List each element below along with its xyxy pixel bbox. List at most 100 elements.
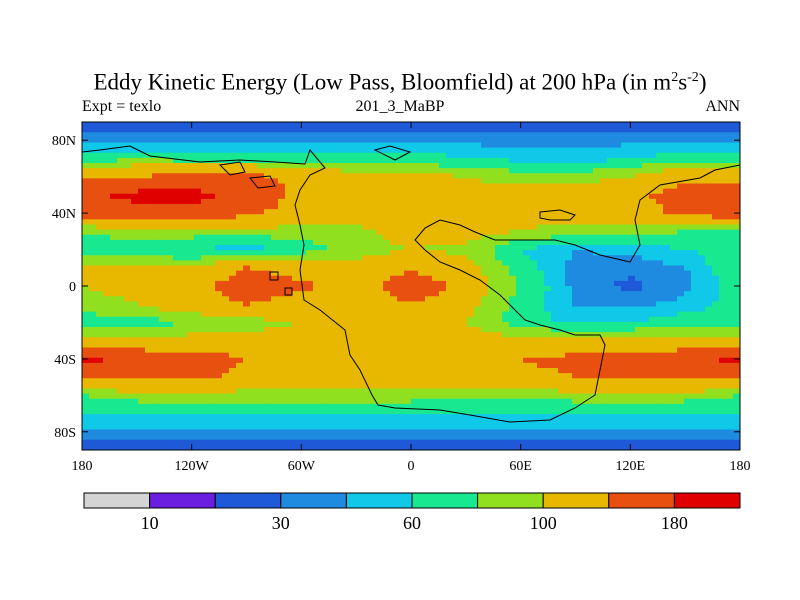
field-cell	[544, 342, 552, 349]
field-cell	[243, 306, 251, 313]
field-cell	[593, 132, 601, 138]
field-cell	[460, 168, 468, 174]
field-cell	[306, 250, 314, 256]
field-cell	[390, 332, 398, 338]
field-cell	[208, 373, 216, 379]
field-cell	[159, 209, 167, 215]
field-cell	[432, 286, 440, 292]
field-cell	[159, 373, 167, 379]
field-cell	[565, 152, 573, 159]
field-cell	[117, 224, 125, 231]
field-cell	[264, 239, 272, 246]
field-cell	[726, 224, 734, 231]
field-cell	[621, 368, 629, 374]
field-cell	[656, 183, 664, 190]
field-cell	[719, 383, 727, 390]
field-cell	[89, 332, 97, 338]
field-cell	[411, 152, 419, 159]
field-cell	[369, 198, 377, 205]
field-cell	[663, 270, 671, 277]
field-cell	[551, 373, 559, 379]
field-cell	[635, 224, 643, 231]
field-cell	[117, 388, 125, 395]
field-cell	[726, 250, 734, 256]
field-cell	[194, 316, 202, 323]
field-cell	[327, 342, 335, 349]
field-cell	[313, 291, 321, 297]
field-cell	[551, 209, 559, 215]
field-cell	[299, 337, 307, 343]
field-cell	[145, 234, 153, 241]
field-cell	[138, 347, 146, 354]
field-cell	[124, 332, 132, 338]
field-cell	[551, 173, 559, 179]
field-cell	[369, 362, 377, 369]
field-cell	[495, 280, 503, 287]
field-cell	[292, 286, 300, 292]
field-cell	[698, 352, 706, 359]
field-cell	[537, 193, 545, 200]
field-cell	[474, 378, 482, 384]
field-cell	[502, 347, 510, 354]
field-cell	[439, 347, 447, 354]
field-cell	[334, 219, 342, 226]
field-cell	[677, 142, 685, 149]
field-cell	[271, 321, 279, 328]
field-cell	[250, 388, 258, 395]
field-cell	[124, 383, 132, 390]
field-cell	[208, 147, 216, 154]
field-cell	[523, 327, 531, 333]
field-cell	[243, 250, 251, 256]
field-cell	[411, 127, 419, 133]
field-cell	[334, 198, 342, 205]
field-cell	[320, 209, 328, 215]
field-cell	[376, 342, 384, 349]
field-cell	[614, 368, 622, 374]
field-cell	[586, 265, 594, 272]
field-cell	[82, 383, 90, 390]
field-cell	[677, 122, 685, 128]
field-cell	[523, 291, 531, 297]
field-cell	[369, 296, 377, 302]
field-cell	[488, 347, 496, 354]
field-cell	[509, 198, 517, 205]
field-cell	[460, 127, 468, 133]
field-cell	[194, 270, 202, 277]
field-cell	[649, 291, 657, 297]
field-cell	[600, 342, 608, 349]
field-cell	[670, 337, 678, 343]
field-cell	[341, 368, 349, 374]
field-cell	[656, 296, 664, 302]
field-cell	[600, 198, 608, 205]
field-cell	[124, 204, 132, 210]
field-cell	[607, 321, 615, 328]
field-cell	[467, 280, 475, 287]
field-cell	[649, 219, 657, 226]
field-cell	[712, 337, 720, 343]
field-cell	[460, 332, 468, 338]
field-cell	[201, 368, 209, 374]
field-cell	[726, 255, 734, 261]
field-cell	[425, 193, 433, 200]
field-cell	[677, 163, 685, 169]
field-cell	[306, 178, 314, 185]
field-cell	[208, 188, 216, 195]
field-cell	[376, 301, 384, 308]
field-cell	[446, 286, 454, 292]
field-cell	[558, 234, 566, 241]
field-cell	[82, 219, 90, 226]
field-cell	[719, 168, 727, 174]
field-cell	[320, 265, 328, 272]
field-cell	[579, 352, 587, 359]
field-cell	[166, 132, 174, 138]
field-cell	[621, 286, 629, 292]
field-cell	[453, 373, 461, 379]
field-cell	[110, 321, 118, 328]
field-cell	[705, 362, 713, 369]
field-cell	[145, 142, 153, 149]
field-cell	[502, 296, 510, 302]
field-cell	[467, 265, 475, 272]
field-cell	[586, 347, 594, 354]
field-cell	[383, 178, 391, 185]
field-cell	[89, 137, 97, 144]
